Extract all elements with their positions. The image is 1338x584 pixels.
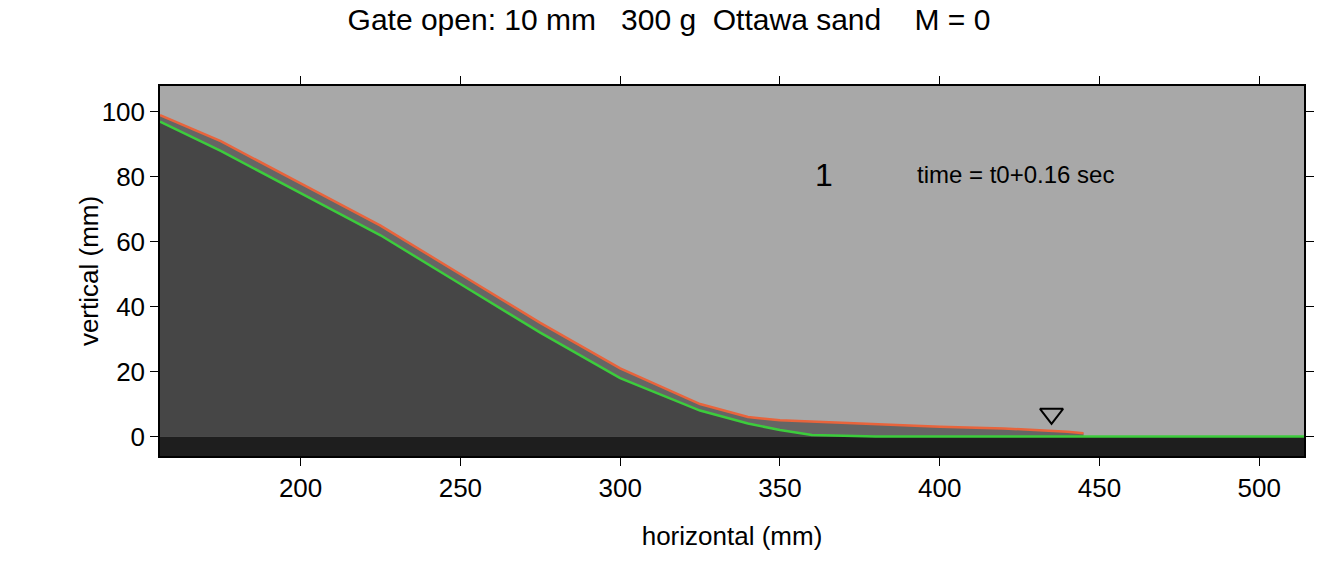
svg-text:40: 40 [116, 292, 145, 322]
svg-text:500: 500 [1238, 473, 1281, 503]
svg-text:20: 20 [116, 357, 145, 387]
svg-text:200: 200 [279, 473, 322, 503]
svg-text:0: 0 [131, 422, 145, 452]
svg-text:60: 60 [116, 227, 145, 257]
svg-text:1: 1 [815, 157, 833, 193]
svg-text:300: 300 [598, 473, 641, 503]
svg-text:Gate open: 10 mm 300 g Otta: Gate open: 10 mm 300 g Ottawa sand M = 0 [348, 3, 991, 36]
svg-text:450: 450 [1078, 473, 1121, 503]
svg-text:vertical (mm): vertical (mm) [74, 196, 104, 346]
svg-text:400: 400 [918, 473, 961, 503]
svg-text:350: 350 [758, 473, 801, 503]
svg-text:250: 250 [439, 473, 482, 503]
svg-text:time = t0+0.16 sec: time = t0+0.16 sec [917, 161, 1114, 188]
svg-text:100: 100 [102, 97, 145, 127]
svg-text:80: 80 [116, 162, 145, 192]
svg-text:horizontal (mm): horizontal (mm) [642, 521, 823, 551]
